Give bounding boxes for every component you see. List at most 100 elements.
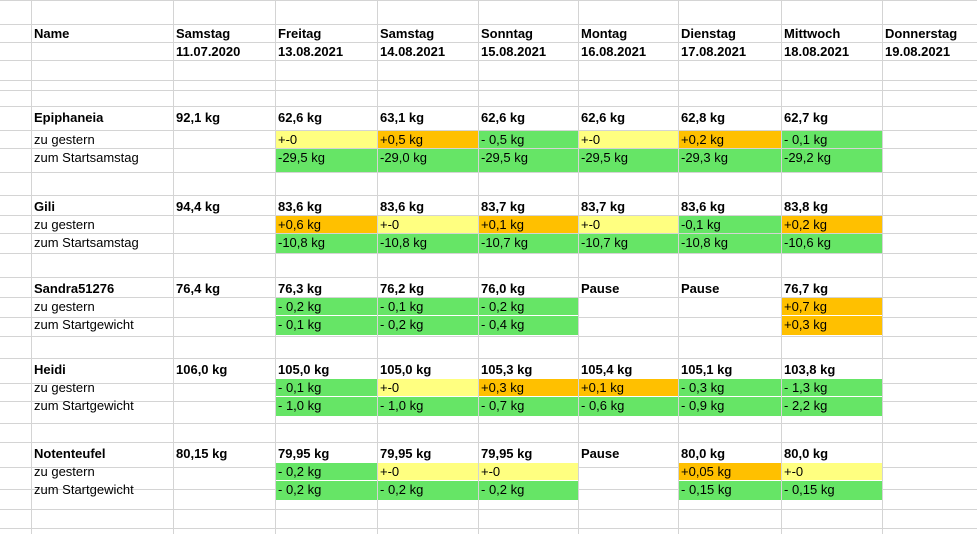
weight-cell[interactable]: 62,6 kg: [481, 110, 526, 125]
weight-cell[interactable]: 106,0 kg: [176, 362, 228, 377]
diff-cell[interactable]: [173, 316, 275, 336]
person-name[interactable]: Notenteufel: [34, 446, 106, 461]
diff-cell[interactable]: - 2,2 kg: [784, 398, 828, 413]
diff-cell[interactable]: +0,1 kg: [581, 380, 625, 395]
diff-cell[interactable]: -10,6 kg: [784, 235, 831, 250]
diff-cell[interactable]: - 0,2 kg: [278, 299, 322, 314]
header-day[interactable]: Mittwoch: [784, 26, 841, 41]
weight-cell[interactable]: 83,6 kg: [380, 199, 425, 214]
diff-cell[interactable]: - 0,2 kg: [481, 482, 525, 497]
header-date[interactable]: 18.08.2021: [784, 44, 850, 59]
header-date[interactable]: 19.08.2021: [885, 44, 951, 59]
weight-cell[interactable]: 83,7 kg: [481, 199, 526, 214]
diff-cell[interactable]: - 1,0 kg: [278, 398, 322, 413]
weight-cell[interactable]: 62,6 kg: [278, 110, 323, 125]
weight-cell[interactable]: 76,2 kg: [380, 281, 425, 296]
diff-cell[interactable]: - 0,2 kg: [278, 482, 322, 497]
header-name[interactable]: Name: [34, 26, 70, 41]
header-date[interactable]: 14.08.2021: [380, 44, 446, 59]
weight-cell[interactable]: [882, 445, 977, 465]
diff-cell[interactable]: +0,2 kg: [784, 217, 828, 232]
header-date[interactable]: 16.08.2021: [581, 44, 647, 59]
diff-cell[interactable]: -10,8 kg: [278, 235, 325, 250]
diff-cell[interactable]: +0,7 kg: [784, 299, 828, 314]
header-day[interactable]: Sonntag: [481, 26, 533, 41]
diff-cell[interactable]: - 1,3 kg: [784, 380, 828, 395]
diff-cell[interactable]: [882, 131, 977, 149]
diff-cell[interactable]: [882, 397, 977, 417]
diff-cell[interactable]: +-0: [380, 464, 400, 479]
diff-cell[interactable]: - 0,4 kg: [481, 317, 525, 332]
weight-cell[interactable]: 94,4 kg: [176, 199, 221, 214]
diff-cell[interactable]: - 0,6 kg: [581, 398, 625, 413]
row-label[interactable]: zum Startgewicht: [34, 482, 134, 497]
row-label[interactable]: zu gestern: [34, 217, 95, 232]
diff-cell[interactable]: -10,7 kg: [481, 235, 528, 250]
diff-cell[interactable]: - 0,7 kg: [481, 398, 525, 413]
diff-cell[interactable]: +0,3 kg: [481, 380, 525, 395]
weight-cell[interactable]: 80,0 kg: [681, 446, 726, 461]
row-label[interactable]: zu gestern: [34, 464, 95, 479]
diff-cell[interactable]: -29,5 kg: [581, 150, 628, 165]
diff-cell[interactable]: +0,05 kg: [681, 464, 732, 479]
weight-cell[interactable]: [882, 361, 977, 381]
row-label[interactable]: zu gestern: [34, 132, 95, 147]
diff-cell[interactable]: -10,8 kg: [380, 235, 427, 250]
header-date[interactable]: 15.08.2021: [481, 44, 547, 59]
weight-cell[interactable]: 83,8 kg: [784, 199, 829, 214]
diff-cell[interactable]: +0,2 kg: [681, 132, 725, 147]
diff-cell[interactable]: - 0,1 kg: [380, 299, 424, 314]
diff-cell[interactable]: - 0,2 kg: [380, 317, 424, 332]
diff-cell[interactable]: +-0: [784, 464, 804, 479]
diff-cell[interactable]: - 0,1 kg: [278, 317, 322, 332]
header-day[interactable]: Freitag: [278, 26, 322, 41]
diff-cell[interactable]: [173, 298, 275, 316]
weight-cell[interactable]: 76,7 kg: [784, 281, 829, 296]
weight-cell[interactable]: 105,0 kg: [380, 362, 432, 377]
weight-cell[interactable]: 79,95 kg: [380, 446, 432, 461]
diff-cell[interactable]: - 0,2 kg: [481, 299, 525, 314]
row-label[interactable]: zu gestern: [34, 299, 95, 314]
weight-cell[interactable]: Pause: [581, 446, 620, 461]
diff-cell[interactable]: [578, 298, 678, 316]
person-name[interactable]: Heidi: [34, 362, 66, 377]
row-label[interactable]: zum Startgewicht: [34, 398, 134, 413]
diff-cell[interactable]: [173, 234, 275, 254]
diff-cell[interactable]: -29,5 kg: [278, 150, 325, 165]
weight-cell[interactable]: 83,6 kg: [681, 199, 726, 214]
weight-cell[interactable]: 105,1 kg: [681, 362, 733, 377]
weight-cell[interactable]: 80,15 kg: [176, 446, 228, 461]
diff-cell[interactable]: +-0: [278, 132, 298, 147]
person-name[interactable]: Epiphaneia: [34, 110, 104, 125]
diff-cell[interactable]: - 0,2 kg: [278, 464, 322, 479]
diff-cell[interactable]: - 0,2 kg: [380, 482, 424, 497]
diff-cell[interactable]: -10,8 kg: [681, 235, 728, 250]
diff-cell[interactable]: - 0,5 kg: [481, 132, 525, 147]
row-label[interactable]: zum Startsamstag: [34, 235, 139, 250]
diff-cell[interactable]: [173, 131, 275, 149]
header-date[interactable]: 11.07.2020: [176, 44, 241, 59]
diff-cell[interactable]: [882, 481, 977, 501]
diff-cell[interactable]: -29,0 kg: [380, 150, 427, 165]
diff-cell[interactable]: - 0,3 kg: [681, 380, 725, 395]
diff-cell[interactable]: +-0: [481, 464, 501, 479]
weight-cell[interactable]: 76,0 kg: [481, 281, 526, 296]
diff-cell[interactable]: +0,3 kg: [784, 317, 828, 332]
diff-cell[interactable]: [578, 316, 678, 336]
diff-cell[interactable]: -10,7 kg: [581, 235, 628, 250]
diff-cell[interactable]: +0,6 kg: [278, 217, 322, 232]
diff-cell[interactable]: [173, 397, 275, 417]
person-name[interactable]: Gili: [34, 199, 55, 214]
weight-cell[interactable]: 63,1 kg: [380, 110, 425, 125]
person-name[interactable]: Sandra51276: [34, 281, 115, 296]
weight-cell[interactable]: 103,8 kg: [784, 362, 836, 377]
diff-cell[interactable]: -29,5 kg: [481, 150, 528, 165]
diff-cell[interactable]: [882, 463, 977, 481]
diff-cell[interactable]: [882, 298, 977, 316]
weight-cell[interactable]: 92,1 kg: [176, 110, 221, 125]
diff-cell[interactable]: [678, 316, 781, 336]
weight-cell[interactable]: 62,6 kg: [581, 110, 626, 125]
weight-cell[interactable]: [882, 198, 977, 218]
weight-cell[interactable]: 105,3 kg: [481, 362, 533, 377]
